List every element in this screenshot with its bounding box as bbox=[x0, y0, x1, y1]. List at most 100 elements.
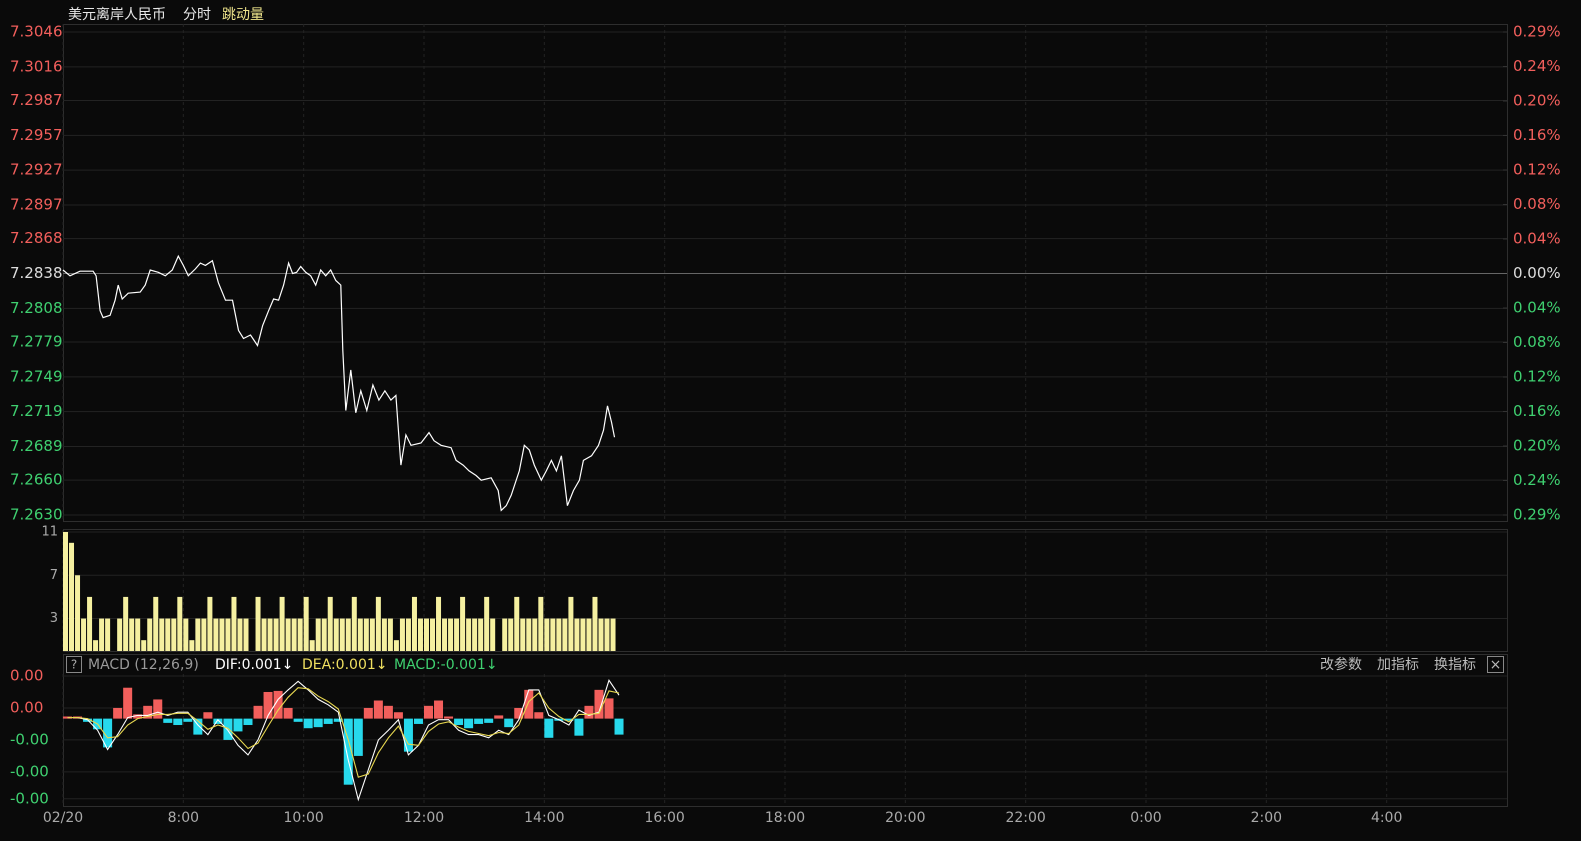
volume-bar bbox=[351, 596, 357, 651]
x-tick-label: 18:00 bbox=[765, 810, 805, 826]
y2-tick-label: 0.16% bbox=[1513, 402, 1561, 420]
volume-bar bbox=[117, 618, 123, 651]
volume-bar bbox=[105, 618, 111, 651]
y-tick-label: 7.2808 bbox=[10, 299, 63, 317]
volume-bar bbox=[309, 640, 315, 651]
y2-tick-label: 0.20% bbox=[1513, 437, 1561, 455]
y-tick-label: 7.2868 bbox=[10, 229, 63, 247]
price-line bbox=[62, 254, 616, 512]
x-tick-label: 02/20 bbox=[43, 810, 83, 826]
volume-bar bbox=[417, 618, 423, 651]
macd-histogram-bar bbox=[183, 718, 193, 722]
y2-tick-label: 0.24% bbox=[1513, 471, 1561, 489]
instrument-title: 美元离岸人民币 bbox=[68, 6, 166, 23]
macd-histogram-bar bbox=[163, 718, 173, 723]
volume-bar bbox=[315, 618, 321, 651]
volume-bar bbox=[297, 618, 303, 651]
y-tick-label: 7.3016 bbox=[10, 57, 63, 75]
volume-bar bbox=[508, 618, 514, 651]
macd-histogram-bar bbox=[444, 716, 454, 719]
macd-histogram-bar bbox=[113, 707, 123, 719]
volume-bar bbox=[87, 596, 93, 651]
macd-histogram-bar bbox=[614, 718, 624, 735]
y2-tick-label: 0.00% bbox=[1513, 264, 1561, 282]
volume-bar bbox=[574, 618, 580, 651]
volume-bar bbox=[261, 618, 267, 651]
volume-bar bbox=[285, 618, 291, 651]
y-tick-label: 7.2927 bbox=[10, 161, 63, 179]
macd-histogram-bar bbox=[323, 718, 333, 724]
volume-bar bbox=[237, 618, 243, 651]
volume-bar bbox=[207, 596, 213, 651]
volume-bar bbox=[490, 618, 496, 651]
macd-histogram-bar bbox=[584, 705, 594, 719]
close-button[interactable] bbox=[1487, 656, 1504, 673]
x-tick-label: 2:00 bbox=[1251, 810, 1282, 826]
toolbar-button[interactable]: 改参数 bbox=[1320, 656, 1362, 673]
volume-bar bbox=[81, 618, 87, 651]
volume-bar bbox=[195, 618, 201, 651]
volume-bar bbox=[339, 618, 345, 651]
y-tick-label: 3 bbox=[50, 611, 58, 626]
macd-histogram-bar bbox=[283, 707, 293, 719]
volume-bar bbox=[604, 618, 610, 651]
volume-bar bbox=[69, 542, 75, 651]
volume-bar bbox=[466, 618, 472, 651]
volume-bar bbox=[502, 618, 508, 651]
volume-bar bbox=[448, 618, 454, 651]
volume-bar bbox=[333, 618, 339, 651]
macd-histogram-bar bbox=[133, 714, 143, 719]
tab[interactable]: 跳动量 bbox=[222, 7, 264, 23]
macd-histogram-bar bbox=[604, 698, 614, 719]
volume-bar bbox=[568, 596, 574, 651]
y-tick-label: -0.00 bbox=[10, 789, 49, 807]
macd-histogram-bar bbox=[464, 718, 474, 729]
volume-bar bbox=[610, 618, 616, 651]
volume-bar bbox=[255, 596, 261, 651]
macd-legend: DEA:0.001↓ bbox=[302, 657, 387, 673]
volume-bar bbox=[183, 618, 189, 651]
macd-histogram-bar bbox=[383, 705, 393, 719]
x-tick-label: 12:00 bbox=[404, 810, 444, 826]
toolbar-button[interactable]: 换指标 bbox=[1434, 656, 1476, 673]
volume-bar bbox=[411, 596, 417, 651]
y-tick-label: 0.00 bbox=[10, 698, 43, 716]
volume-bar bbox=[454, 618, 460, 651]
volume-bar bbox=[171, 618, 177, 651]
macd-histogram-bar bbox=[223, 718, 233, 740]
volume-bar bbox=[514, 596, 520, 651]
y2-tick-label: 0.08% bbox=[1513, 333, 1561, 351]
help-button[interactable] bbox=[66, 656, 82, 673]
volume-bar bbox=[550, 618, 556, 651]
volume-bar bbox=[123, 596, 129, 651]
volume-bar bbox=[598, 618, 604, 651]
y2-tick-label: 0.29% bbox=[1513, 23, 1561, 41]
volume-bar bbox=[213, 618, 219, 651]
y-tick-label: 0.00 bbox=[10, 667, 43, 685]
y2-tick-label: 0.04% bbox=[1513, 299, 1561, 317]
volume-bar bbox=[424, 618, 429, 651]
volume-bar bbox=[556, 618, 562, 651]
volume-bar bbox=[177, 596, 183, 651]
toolbar-button[interactable]: 加指标 bbox=[1377, 657, 1419, 673]
macd-histogram-bar bbox=[293, 718, 303, 722]
volume-bar bbox=[141, 640, 147, 651]
macd-line bbox=[67, 679, 620, 802]
volume-bar bbox=[165, 618, 171, 651]
macd-histogram-bar bbox=[103, 718, 113, 748]
y2-tick-label: 0.04% bbox=[1513, 230, 1561, 248]
volume-bar bbox=[430, 618, 436, 651]
y2-tick-label: 0.16% bbox=[1513, 126, 1561, 144]
macd-histogram-bar bbox=[484, 718, 494, 723]
help-icon[interactable]: ? bbox=[71, 658, 77, 672]
y-tick-label: 7.2630 bbox=[10, 506, 63, 524]
volume-bar bbox=[267, 618, 273, 651]
volume-bar bbox=[538, 596, 544, 651]
volume-bar bbox=[135, 618, 141, 651]
volume-bar bbox=[75, 575, 81, 651]
tab[interactable]: 分时 bbox=[183, 7, 211, 23]
close-icon[interactable]: × bbox=[1490, 657, 1502, 673]
volume-bar bbox=[562, 618, 568, 651]
